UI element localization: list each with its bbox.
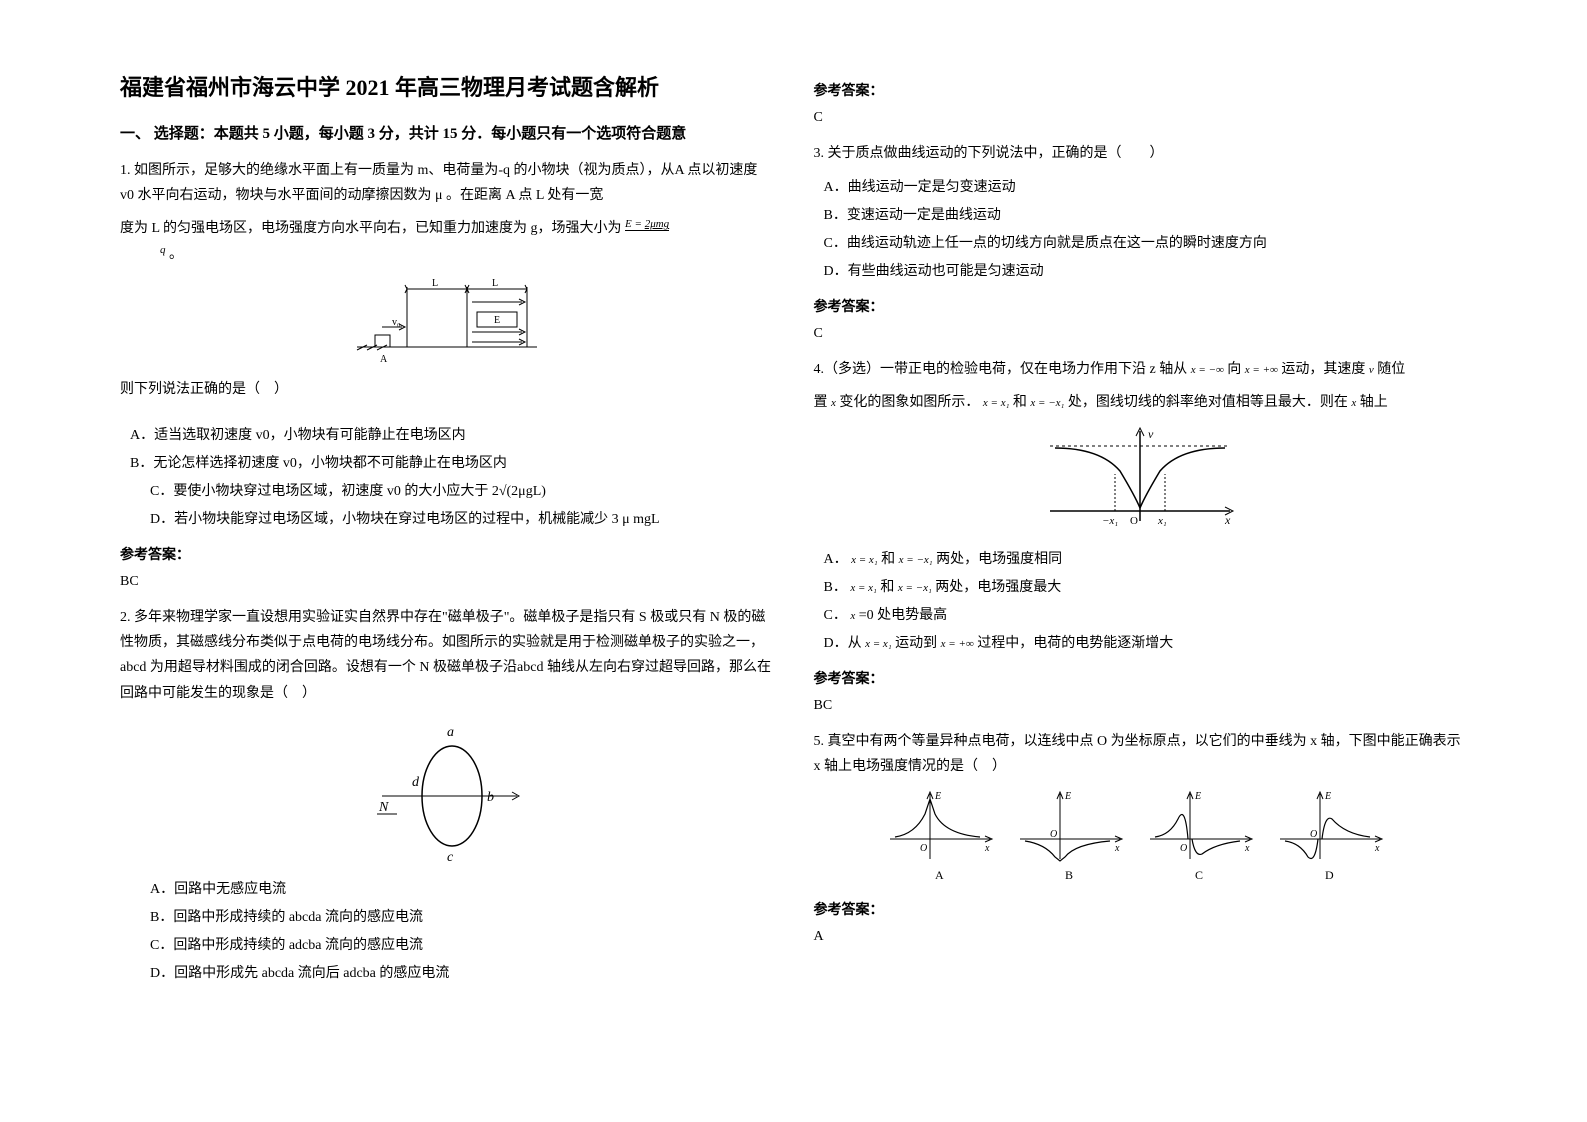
svg-text:O: O <box>920 843 927 854</box>
svg-text:C: C <box>1195 868 1203 882</box>
q4-diagram: v x −x₁ O x₁ <box>814 426 1468 536</box>
q1-answer: BC <box>120 574 774 590</box>
svg-text:x₁: x₁ <box>1157 515 1167 527</box>
svg-text:N: N <box>378 800 389 815</box>
q1-text1: 1. 如图所示，足够大的绝缘水平面上有一质量为 m、电荷量为-q 的小物块（视为… <box>120 158 774 208</box>
svg-text:x: x <box>1374 843 1380 854</box>
svg-text:x: x <box>1224 513 1231 527</box>
q4-optD: D．从 x = x₁ 运动到 x = +∞ 过程中，电荷的电势能逐渐增大 <box>824 630 1468 658</box>
svg-text:x: x <box>1114 843 1120 854</box>
svg-text:O: O <box>1310 829 1317 840</box>
svg-text:c: c <box>447 850 454 865</box>
q4-answer: BC <box>814 698 1468 714</box>
svg-text:a: a <box>447 725 454 740</box>
svg-text:O: O <box>1130 515 1138 527</box>
svg-text:x: x <box>984 843 990 854</box>
q2-diagram: a b c d N <box>130 716 774 866</box>
svg-text:E: E <box>494 315 500 326</box>
svg-text:E: E <box>1194 791 1201 802</box>
svg-text:E: E <box>934 791 941 802</box>
left-column: 福建省福州市海云中学 2021 年高三物理月考试题含解析 一、 选择题：本题共 … <box>100 70 794 1052</box>
q2-diagram-svg: a b c d N <box>377 716 527 866</box>
q1-optC: C．要使小物块穿过电场区域，初速度 v0 的大小应大于 2√(2μgL) <box>150 478 774 506</box>
q4-optA: A． x = x₁ 和 x = −x₁ 两处，电场强度相同 <box>824 546 1468 574</box>
q3-optB: B．变速运动一定是曲线运动 <box>824 202 1468 230</box>
q3-text: 3. 关于质点做曲线运动的下列说法中，正确的是（ ） <box>814 141 1468 166</box>
svg-text:A: A <box>935 868 944 882</box>
svg-text:O: O <box>1050 829 1057 840</box>
q5-answer-label: 参考答案： <box>814 899 1468 919</box>
q2-optA: A．回路中无感应电流 <box>150 876 774 904</box>
q2-optD: D．回路中形成先 abcda 流向后 adcba 的感应电流 <box>150 960 774 988</box>
q2-optB: B．回路中形成持续的 abcda 流向的感应电流 <box>150 904 774 932</box>
svg-text:L: L <box>432 278 438 289</box>
q5-diagram-svg: E x O A E x O B <box>880 789 1400 889</box>
q5-text: 5. 真空中有两个等量异种点电荷，以连线中点 O 为坐标原点，以它们的中垂线为 … <box>814 729 1468 779</box>
svg-text:D: D <box>1325 868 1334 882</box>
q4-optC: C． x =0 处电势最高 <box>824 602 1468 630</box>
svg-text:E: E <box>1064 791 1071 802</box>
q5-answer: A <box>814 929 1468 945</box>
q3-optC: C．曲线运动轨迹上任一点的切线方向就是质点在这一点的瞬时速度方向 <box>824 230 1468 258</box>
q5-diagram: E x O A E x O B <box>814 789 1468 889</box>
q2-text: 2. 多年来物理学家一直设想用实验证实自然界中存在"磁单极子"。磁单极子是指只有… <box>120 605 774 706</box>
q4-diagram-svg: v x −x₁ O x₁ <box>1040 426 1240 536</box>
q1-text3: 则下列说法正确的是（ ） <box>120 377 774 402</box>
svg-text:x: x <box>1244 843 1250 854</box>
svg-text:E: E <box>1324 791 1331 802</box>
svg-text:v: v <box>1148 427 1154 441</box>
svg-text:v₀: v₀ <box>392 317 401 328</box>
svg-text:d: d <box>412 775 420 790</box>
q1-diagram-svg: L L E v₀ A <box>347 277 547 367</box>
q1-optA: A．适当选取初速度 v0，小物块有可能静止在电场区内 <box>130 422 774 450</box>
right-column: 参考答案： C 3. 关于质点做曲线运动的下列说法中，正确的是（ ） A．曲线运… <box>794 70 1488 1052</box>
svg-text:B: B <box>1065 868 1073 882</box>
q3-answer: C <box>814 326 1468 342</box>
svg-text:O: O <box>1180 843 1187 854</box>
q2-answer: C <box>814 110 1468 126</box>
q4-answer-label: 参考答案： <box>814 668 1468 688</box>
svg-text:L: L <box>492 278 498 289</box>
q3-optA: A．曲线运动一定是匀变速运动 <box>824 174 1468 202</box>
q1-optD: D．若小物块能穿过电场区域，小物块在穿过电场区的过程中，机械能减少 3 μ mg… <box>150 506 774 534</box>
svg-text:b: b <box>487 790 494 805</box>
svg-text:−x₁: −x₁ <box>1102 515 1118 527</box>
q3-optD: D．有些曲线运动也可能是匀速运动 <box>824 258 1468 286</box>
q1-optB: B．无论怎样选择初速度 v0，小物块都不可能静止在电场区内 <box>130 450 774 478</box>
q1-diagram: L L E v₀ A <box>120 277 774 367</box>
q4-text: 4.（多选）一带正电的检验电荷，仅在电场力作用下沿 z 轴从 x = −∞ 向 … <box>814 357 1468 382</box>
section1-header: 一、 选择题：本题共 5 小题，每小题 3 分，共计 15 分．每小题只有一个选… <box>120 122 774 143</box>
q4-text-line2: 置 x 变化的图象如图所示． x = x₁ 和 x = −x₁ 处，图线切线的斜… <box>814 390 1468 415</box>
q1-answer-label: 参考答案： <box>120 544 774 564</box>
exam-title: 福建省福州市海云中学 2021 年高三物理月考试题含解析 <box>120 70 774 102</box>
q3-answer-label: 参考答案： <box>814 296 1468 316</box>
q2-answer-label: 参考答案： <box>814 80 1468 100</box>
q4-optB: B． x = x₁ 和 x = −x₁ 两处，电场强度最大 <box>824 574 1468 602</box>
q1-text2: 度为 L 的匀强电场区，电场强度方向水平向右，已知重力加速度为 g，场强大小为 … <box>120 216 774 266</box>
q2-optC: C．回路中形成持续的 adcba 流向的感应电流 <box>150 932 774 960</box>
svg-text:A: A <box>380 354 388 365</box>
